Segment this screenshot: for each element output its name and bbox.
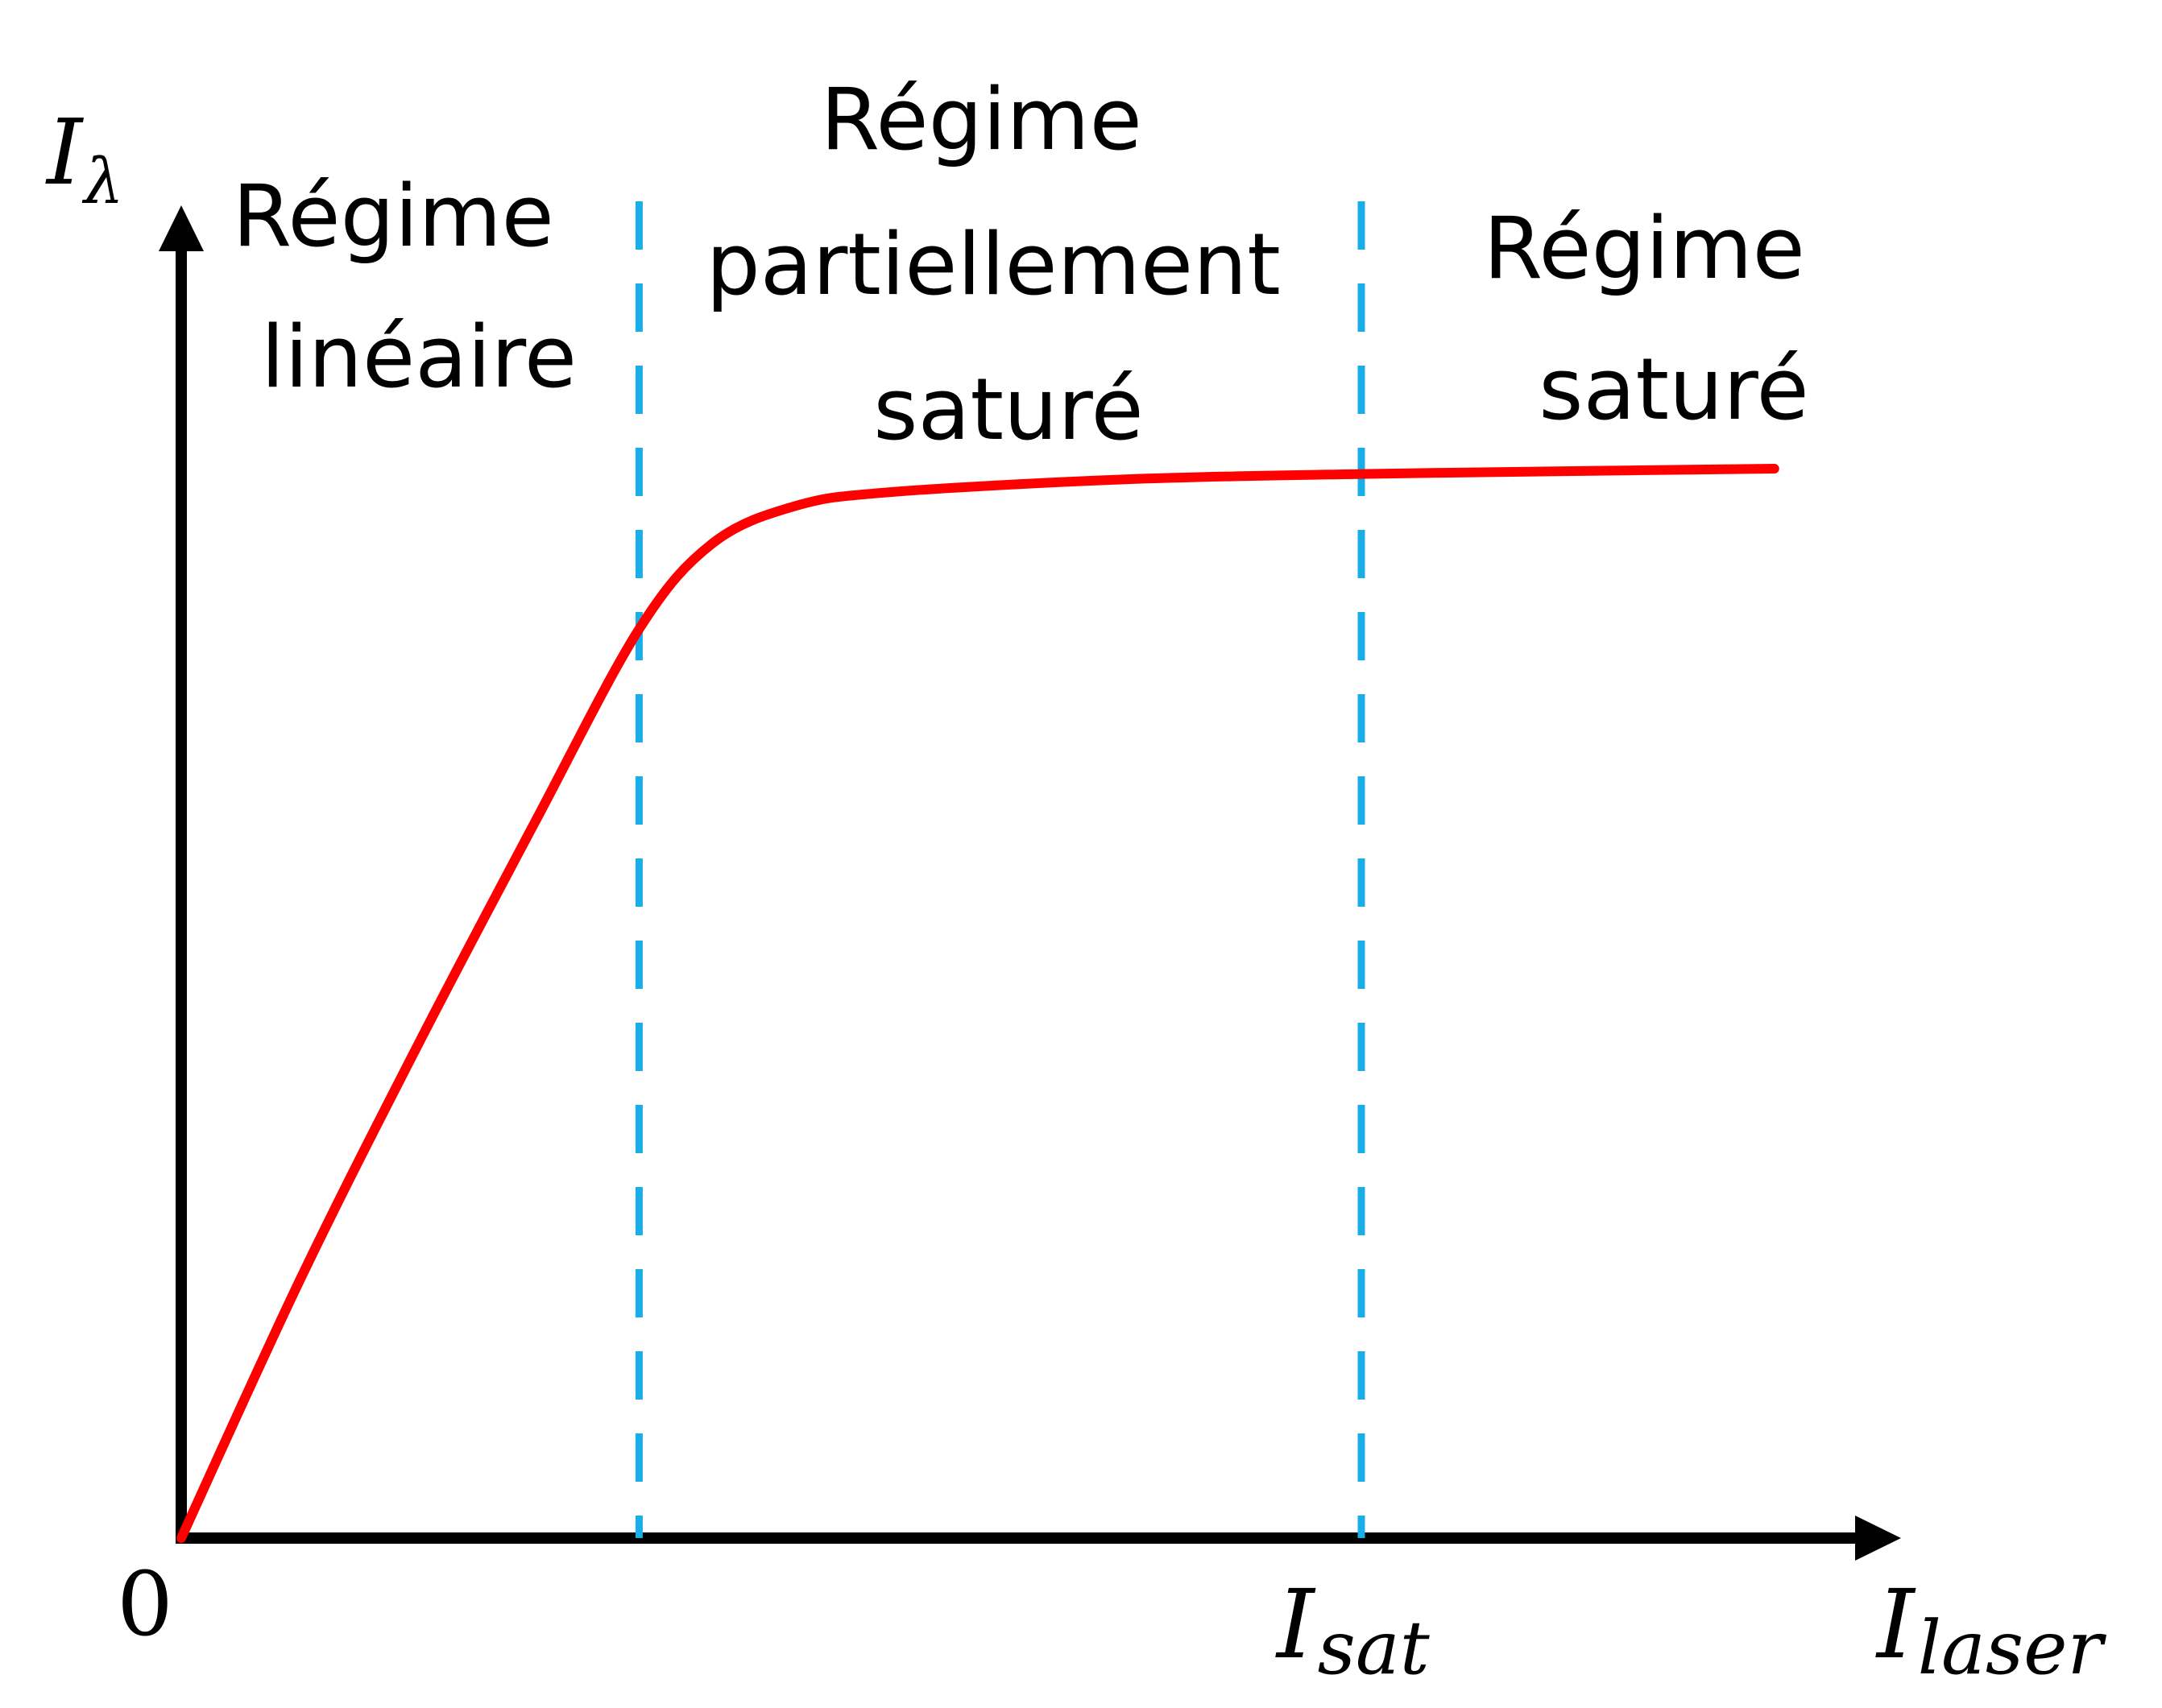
y-axis-arrowhead bbox=[159, 205, 204, 251]
regime-boundaries bbox=[635, 201, 1365, 1538]
x-axis-arrowhead bbox=[1855, 1516, 1901, 1561]
region-label-saturated: Régime saturé bbox=[1483, 199, 1832, 439]
axes bbox=[159, 205, 1901, 1561]
curve-group bbox=[176, 464, 1779, 1543]
y-axis-label: Iλ bbox=[45, 101, 124, 218]
x-axis-label: Ilaser bbox=[1875, 1569, 2107, 1691]
region-label-linear: Régime linéaire bbox=[232, 167, 581, 407]
response-curve bbox=[176, 464, 1779, 1543]
region-label-partially-saturated: Régime partiellement saturé bbox=[706, 70, 1307, 459]
origin-label: 0 bbox=[117, 1553, 173, 1656]
x-tick-label-isat: Isat bbox=[1275, 1569, 1431, 1691]
